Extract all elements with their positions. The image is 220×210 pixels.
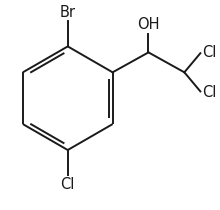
Text: Cl: Cl [61, 177, 75, 192]
Text: Br: Br [60, 4, 76, 20]
Text: Cl: Cl [202, 85, 217, 100]
Text: OH: OH [137, 17, 160, 33]
Text: Cl: Cl [202, 45, 217, 60]
